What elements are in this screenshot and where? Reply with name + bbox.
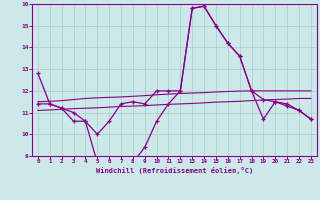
X-axis label: Windchill (Refroidissement éolien,°C): Windchill (Refroidissement éolien,°C): [96, 167, 253, 174]
